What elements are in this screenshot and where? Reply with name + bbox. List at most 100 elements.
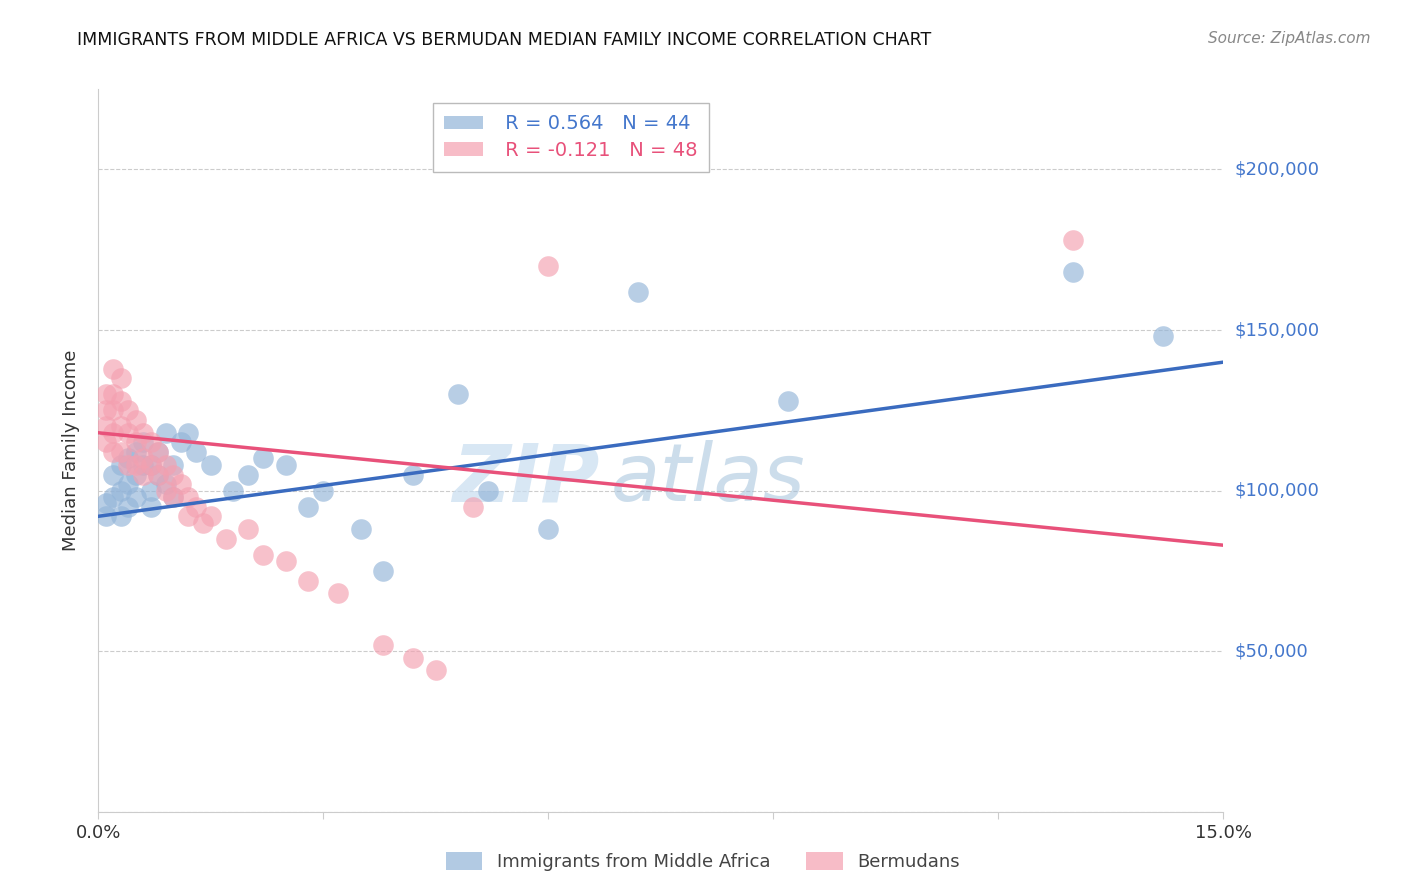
Text: IMMIGRANTS FROM MIDDLE AFRICA VS BERMUDAN MEDIAN FAMILY INCOME CORRELATION CHART: IMMIGRANTS FROM MIDDLE AFRICA VS BERMUDA… (77, 31, 932, 49)
Point (463, 500, 485, 514)
Point (162, 467, 184, 482)
Point (200, 509, 222, 524)
Point (402, 467, 425, 482)
Point (132, 458, 155, 472)
Point (627, 285, 650, 299)
Point (162, 490, 184, 504)
Point (110, 483, 132, 498)
Point (297, 574, 319, 588)
Point (177, 509, 200, 524)
Point (94, 387, 117, 401)
Point (274, 554, 297, 568)
Point (125, 445, 148, 459)
Point (117, 425, 139, 440)
Point (94, 419, 117, 434)
Point (139, 500, 162, 514)
Point (778, 393, 800, 408)
Text: atlas: atlas (610, 441, 806, 518)
Point (139, 483, 162, 498)
Point (350, 522, 373, 536)
Point (162, 458, 184, 472)
Point (155, 483, 177, 498)
Point (184, 445, 207, 459)
Point (94, 509, 117, 524)
Point (170, 435, 193, 450)
Point (193, 516, 215, 530)
Point (94, 403, 117, 417)
Point (132, 435, 155, 450)
Text: Source: ZipAtlas.com: Source: ZipAtlas.com (1208, 31, 1371, 46)
Point (110, 445, 132, 459)
Point (117, 403, 139, 417)
Point (125, 413, 148, 427)
Point (132, 467, 155, 482)
Point (148, 467, 170, 482)
Point (103, 425, 125, 440)
Point (117, 500, 139, 514)
Point (110, 458, 132, 472)
Point (148, 445, 170, 459)
Point (184, 500, 207, 514)
Point (177, 425, 200, 440)
Point (222, 483, 245, 498)
Point (200, 458, 222, 472)
Point (139, 435, 162, 450)
Point (125, 435, 148, 450)
Point (170, 477, 193, 491)
Point (94, 496, 117, 510)
Point (117, 451, 139, 466)
Point (402, 650, 425, 665)
Point (537, 522, 560, 536)
Point (312, 483, 335, 498)
Legend:  R = 0.564   N = 44,  R = -0.121   N = 48: R = 0.564 N = 44, R = -0.121 N = 48 (433, 103, 709, 171)
Point (252, 548, 274, 562)
Text: $50,000: $50,000 (1234, 642, 1308, 660)
Point (238, 467, 260, 482)
Point (139, 458, 162, 472)
Point (155, 477, 177, 491)
Text: $150,000: $150,000 (1234, 321, 1319, 339)
Point (373, 564, 395, 578)
Point (238, 522, 260, 536)
Point (425, 664, 447, 678)
Point (274, 458, 297, 472)
Point (373, 638, 395, 652)
Point (103, 490, 125, 504)
Point (177, 490, 200, 504)
Point (252, 451, 274, 466)
Point (125, 467, 148, 482)
Point (1152, 329, 1174, 343)
Point (477, 483, 499, 498)
Point (155, 425, 177, 440)
Point (117, 477, 139, 491)
Point (162, 490, 184, 504)
Point (103, 387, 125, 401)
Text: $100,000: $100,000 (1234, 482, 1319, 500)
Point (110, 419, 132, 434)
Y-axis label: Median Family Income: Median Family Income (62, 350, 80, 551)
Point (132, 425, 155, 440)
Point (447, 387, 470, 401)
Point (148, 445, 170, 459)
Point (215, 532, 238, 546)
Point (103, 403, 125, 417)
Point (103, 467, 125, 482)
Point (117, 458, 139, 472)
Text: ZIP: ZIP (451, 441, 599, 518)
Point (125, 490, 148, 504)
Point (103, 445, 125, 459)
Point (148, 467, 170, 482)
Point (103, 361, 125, 376)
Point (110, 393, 132, 408)
Point (110, 371, 132, 385)
Point (94, 435, 117, 450)
Legend: Immigrants from Middle Africa, Bermudans: Immigrants from Middle Africa, Bermudans (439, 845, 967, 879)
Point (132, 451, 155, 466)
Point (155, 458, 177, 472)
Point (125, 458, 148, 472)
Point (1062, 233, 1084, 247)
Point (328, 586, 350, 600)
Point (110, 509, 132, 524)
Text: $200,000: $200,000 (1234, 161, 1319, 178)
Point (139, 458, 162, 472)
